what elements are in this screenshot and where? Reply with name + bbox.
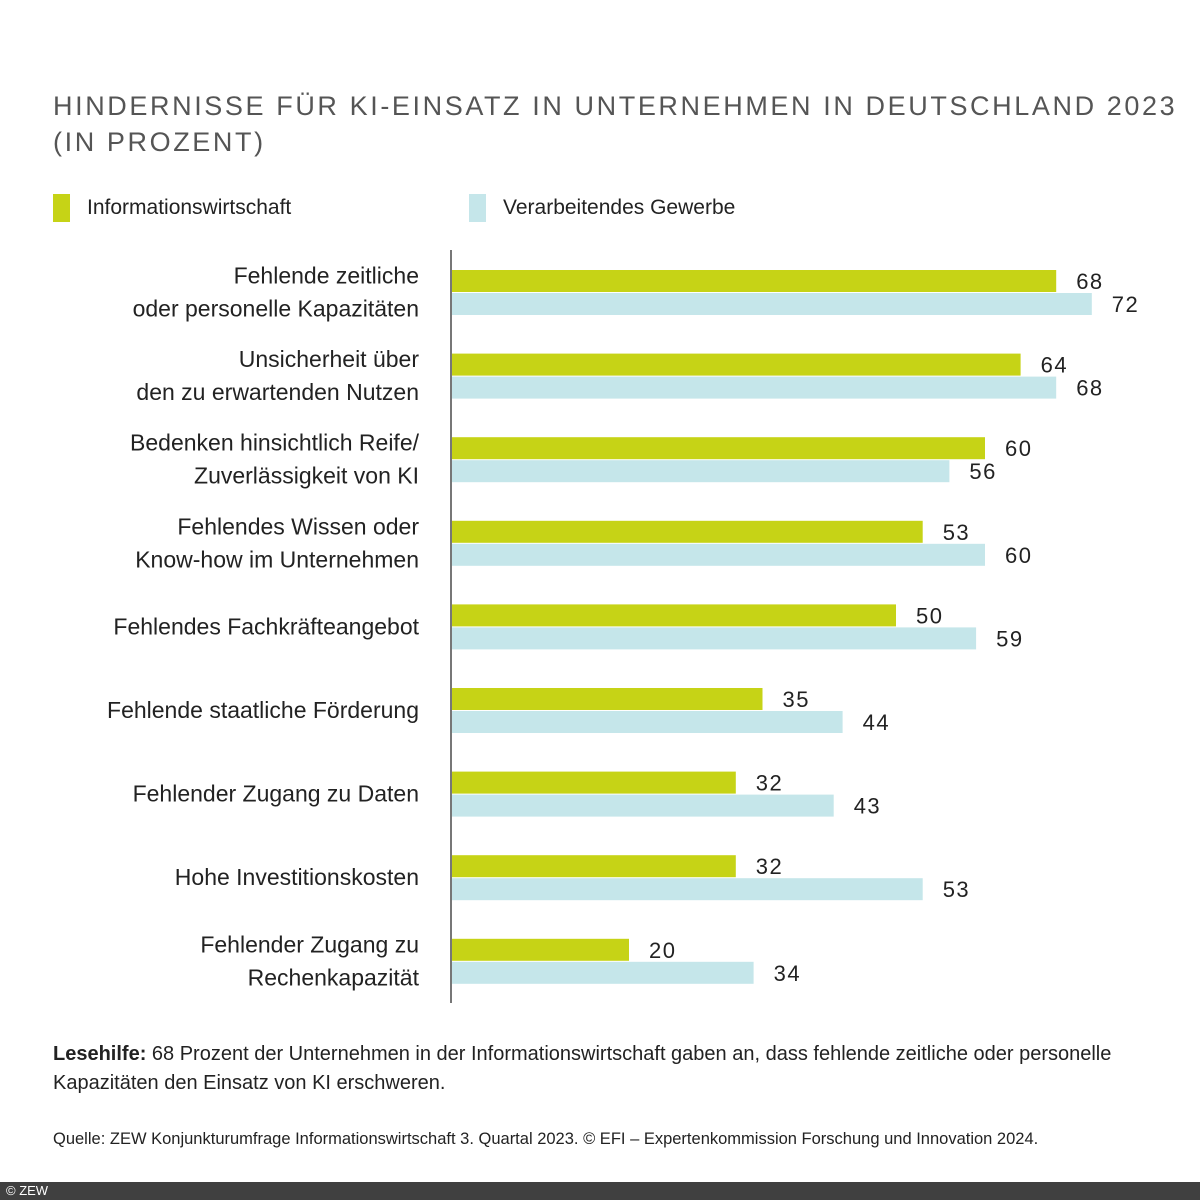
category-label: Hohe Investitionskosten [175, 864, 419, 890]
data-label: 35 [783, 687, 810, 712]
category-label: den zu erwartenden Nutzen [136, 379, 419, 405]
data-label: 60 [1005, 436, 1032, 461]
category-label: Fehlendes Fachkräfteangebot [113, 613, 419, 639]
bar [451, 376, 1057, 399]
category-label: oder personelle Kapazitäten [133, 296, 419, 322]
legend-label: Informationswirtschaft [87, 196, 292, 219]
data-label: 56 [969, 459, 996, 484]
reading-aid: Lesehilfe: 68 Prozent der Unternehmen in… [53, 1040, 1200, 1098]
data-label: 34 [774, 961, 801, 986]
data-label: 43 [854, 794, 881, 819]
bar [451, 961, 754, 984]
bar [451, 437, 985, 460]
legend-swatch [469, 194, 486, 222]
bar [451, 688, 763, 710]
bar [451, 878, 923, 901]
legend-swatch [53, 194, 70, 222]
copyright-footer: © ZEW [0, 1182, 1200, 1200]
bar [451, 270, 1057, 292]
bar [451, 353, 1021, 376]
data-label: 60 [1005, 543, 1032, 568]
data-label: 59 [996, 626, 1023, 651]
bar [451, 771, 736, 794]
legend-item-verarbeitendes-gewerbe: Verarbeitendes Gewerbe [469, 194, 735, 222]
data-label: 50 [916, 603, 943, 628]
category-label: Fehlendes Wissen oder [177, 513, 419, 539]
data-label: 64 [1041, 353, 1068, 378]
bar [451, 794, 834, 817]
reading-aid-text: 68 Prozent der Unternehmen in der Inform… [53, 1043, 1112, 1094]
data-label: 72 [1112, 292, 1139, 317]
bar [451, 938, 629, 961]
bar [451, 711, 843, 733]
data-label: 68 [1076, 269, 1103, 294]
bar [451, 627, 977, 650]
category-label: Fehlende zeitliche [234, 263, 419, 289]
title-main: HINDERNISSE FÜR KI-EINSATZ IN UNTERNEHME… [53, 91, 1178, 121]
category-label: Rechenkapazität [248, 964, 420, 990]
bar [451, 604, 896, 627]
bar [451, 543, 985, 566]
bar [451, 293, 1092, 315]
data-label: 32 [756, 854, 783, 879]
title-sub: (IN PROZENT) [53, 127, 266, 157]
category-label: Fehlender Zugang zu [200, 931, 419, 957]
source-note: Quelle: ZEW Konjunkturumfrage Informatio… [53, 1130, 1039, 1148]
data-label: 53 [943, 877, 970, 902]
bar [451, 520, 923, 543]
category-label: Know-how im Unternehmen [135, 546, 419, 572]
category-label: Fehlender Zugang zu Daten [133, 781, 419, 807]
data-label: 32 [756, 771, 783, 796]
reading-aid-label: Lesehilfe: [53, 1043, 147, 1065]
legend-item-informationswirtschaft: Informationswirtschaft [53, 194, 291, 222]
data-label: 20 [649, 938, 676, 963]
category-label: Bedenken hinsichtlich Reife/ [130, 430, 420, 456]
data-label: 53 [943, 520, 970, 545]
category-label: Fehlende staatliche Förderung [107, 697, 419, 723]
chart-title: HINDERNISSE FÜR KI-EINSATZ IN UNTERNEHME… [53, 88, 1177, 160]
data-label: 68 [1076, 376, 1103, 401]
bar [451, 460, 950, 483]
category-label: Zuverlässigkeit von KI [194, 463, 419, 489]
data-label: 44 [863, 710, 890, 735]
legend-label: Verarbeitendes Gewerbe [503, 196, 736, 219]
bar [451, 855, 736, 878]
category-label: Unsicherheit über [239, 346, 420, 372]
